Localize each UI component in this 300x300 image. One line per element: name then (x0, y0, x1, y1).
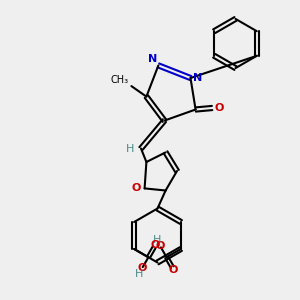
Text: O: O (150, 240, 160, 250)
Text: H: H (135, 269, 143, 279)
Text: O: O (137, 263, 147, 273)
Text: H: H (126, 143, 134, 154)
Text: O: O (155, 241, 165, 251)
Text: O: O (214, 103, 224, 113)
Text: O: O (132, 183, 141, 194)
Text: N: N (193, 73, 202, 83)
Text: N: N (148, 54, 157, 64)
Text: H: H (153, 235, 161, 245)
Text: CH₃: CH₃ (111, 75, 129, 85)
Text: O: O (168, 265, 178, 275)
